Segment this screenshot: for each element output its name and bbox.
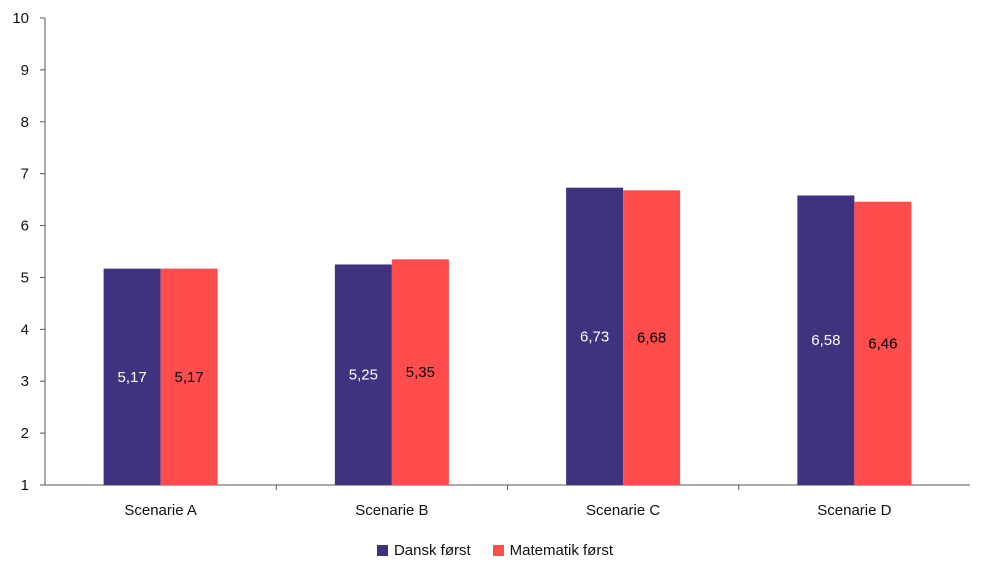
bar-series-1 <box>103 268 161 485</box>
data-label-series-1: 6,58 <box>811 332 840 349</box>
x-axis: Scenarie A Scenarie B Scenarie C Scenarie D <box>45 484 970 519</box>
y-tick-label: 1 <box>21 477 29 494</box>
legend: Dansk først Matematik først <box>0 542 990 559</box>
data-label-series-2: 6,68 <box>637 330 666 347</box>
bar-series-1 <box>566 187 624 485</box>
y-tick-label: 6 <box>21 218 29 235</box>
bar-series-1 <box>797 195 855 485</box>
legend-label-series-1: Dansk først <box>393 542 471 559</box>
y-tick-label: 3 <box>21 373 29 390</box>
data-labels: 5,17 5,17 5,25 5,35 6,73 6,68 6,58 6,46 <box>118 328 898 385</box>
y-tick-label: 5 <box>21 269 29 286</box>
y-tick-label: 10 <box>12 10 29 27</box>
bar-series-1 <box>334 264 392 485</box>
legend-item-series-1: Dansk først <box>376 542 471 559</box>
data-label-series-2: 5,17 <box>175 369 204 386</box>
legend-swatch-series-2 <box>492 545 504 556</box>
x-tick-label: Scenarie C <box>586 502 660 519</box>
y-tick-label: 8 <box>21 114 29 131</box>
data-label-series-1: 5,17 <box>118 369 147 386</box>
bar-series-2 <box>854 201 912 486</box>
y-tick-label: 2 <box>21 425 29 442</box>
y-tick-label: 9 <box>21 62 29 79</box>
y-tick-label: 4 <box>21 321 29 338</box>
legend-swatch-series-1 <box>376 545 388 556</box>
y-tick-label: 7 <box>21 166 29 183</box>
bar-series-2 <box>391 259 449 485</box>
data-label-series-2: 6,46 <box>868 335 897 352</box>
data-label-series-1: 5,25 <box>349 367 378 384</box>
x-tick-label: Scenarie D <box>817 502 891 519</box>
data-label-series-2: 5,35 <box>406 364 435 381</box>
legend-label-series-2: Matematik først <box>509 542 614 559</box>
bars <box>103 187 912 486</box>
data-label-series-1: 6,73 <box>580 328 609 345</box>
y-axis: 1 2 3 4 5 6 7 8 9 10 <box>12 10 46 494</box>
x-tick-label: Scenarie A <box>124 502 197 519</box>
legend-item-series-2: Matematik først <box>492 542 614 559</box>
x-tick-label: Scenarie B <box>355 502 428 519</box>
bar-series-2 <box>623 190 681 485</box>
bar-series-2 <box>160 268 218 485</box>
